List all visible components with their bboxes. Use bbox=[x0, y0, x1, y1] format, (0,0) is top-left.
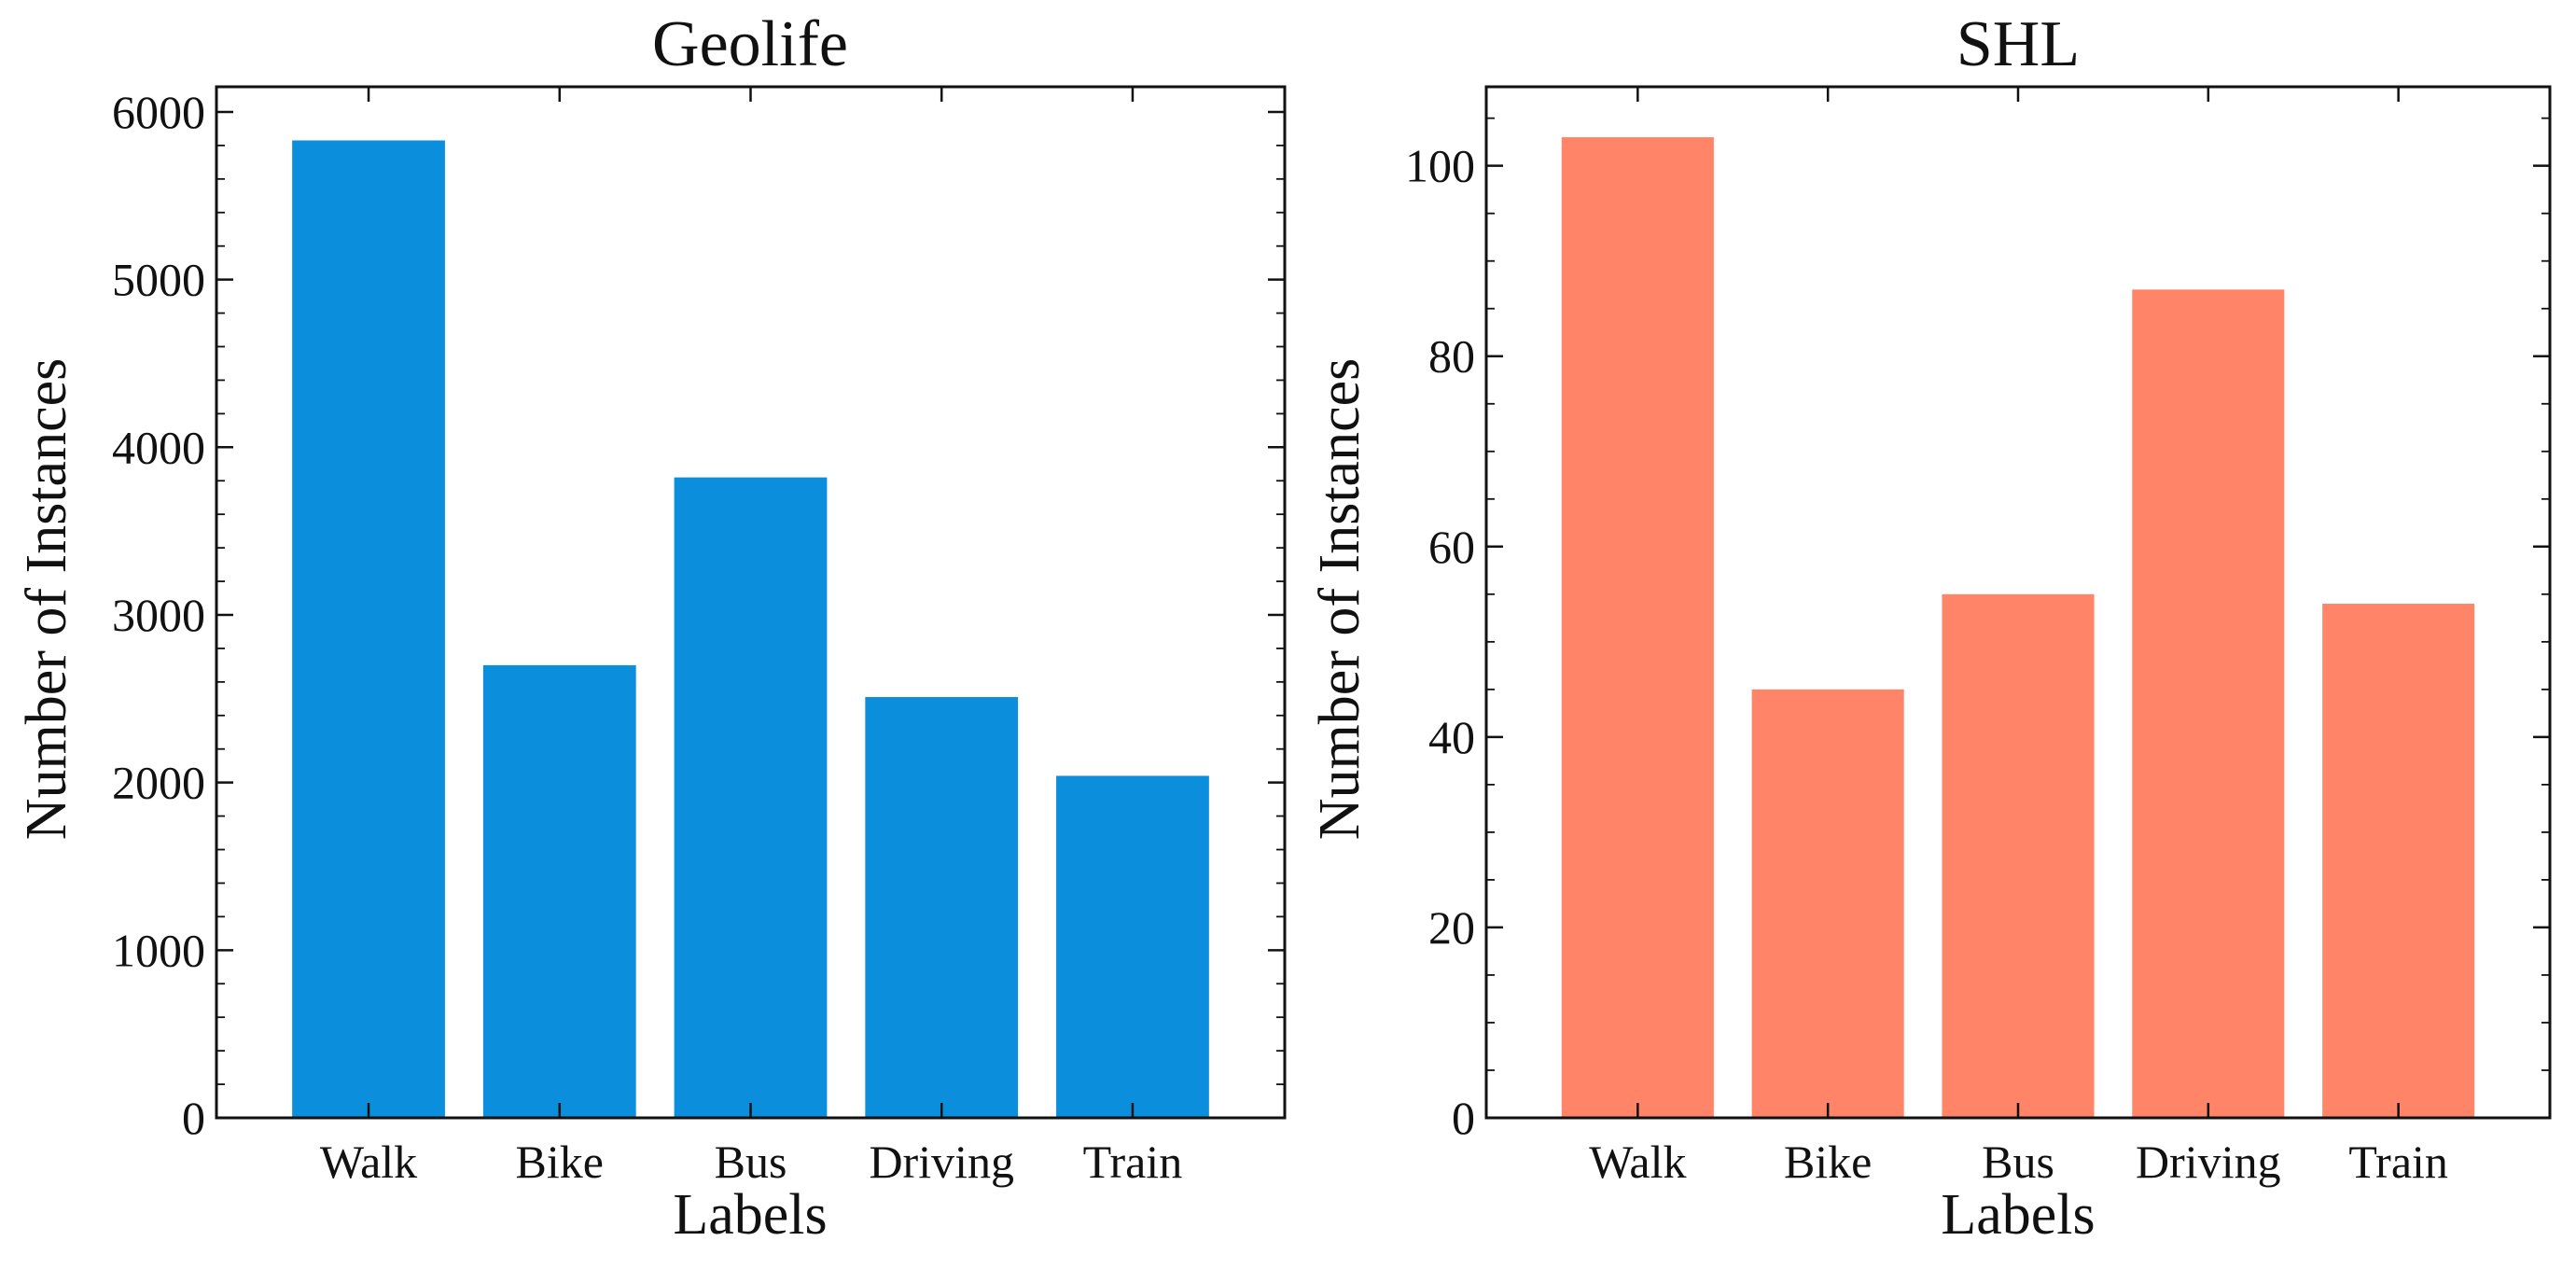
y-tick-label: 40 bbox=[1428, 711, 1475, 763]
x-axis-label: Labels bbox=[673, 1183, 827, 1247]
y-tick-label: 20 bbox=[1428, 901, 1475, 954]
y-axis-label: Number of Instances bbox=[1308, 358, 1372, 841]
bar-train bbox=[1056, 775, 1209, 1118]
y-tick-label: 0 bbox=[1452, 1092, 1475, 1144]
x-tick-label: Train bbox=[1083, 1136, 1183, 1188]
x-tick-label: Walk bbox=[320, 1136, 417, 1188]
bar-driving bbox=[865, 697, 1019, 1118]
x-tick-label: Driving bbox=[869, 1136, 1014, 1188]
x-tick-label: Bus bbox=[715, 1136, 787, 1188]
chart-shl: SHL Number of Instances Labels Walk Bike B… bbox=[1308, 8, 2552, 1247]
y-tick-label: 6000 bbox=[112, 86, 205, 138]
y-tick-label: 60 bbox=[1428, 521, 1475, 573]
y-tick-label: 80 bbox=[1428, 330, 1475, 383]
bar-train bbox=[2322, 604, 2475, 1118]
bar-walk bbox=[292, 140, 445, 1118]
bar-bike bbox=[1751, 689, 1904, 1118]
y-tick-label: 4000 bbox=[112, 421, 205, 473]
y-tick-label: 0 bbox=[182, 1092, 205, 1144]
x-tick-label: Driving bbox=[2136, 1136, 2281, 1188]
plot-frame bbox=[1484, 85, 2552, 1120]
chart-title: Geolife bbox=[652, 8, 848, 80]
ticks: Walk Bike Bus Driving Train 0 1000 2000 3000 4000… bbox=[112, 86, 1285, 1188]
chart-geolife: Geolife Number of Instances Labels Walk B… bbox=[15, 8, 1287, 1247]
y-tick-label: 100 bbox=[1405, 140, 1475, 192]
x-tick-label: Train bbox=[2348, 1136, 2448, 1188]
x-tick-label: Walk bbox=[1589, 1136, 1686, 1188]
bar-driving bbox=[2132, 289, 2285, 1118]
x-tick-label: Bus bbox=[1982, 1136, 2054, 1188]
bar-bus bbox=[674, 477, 828, 1118]
y-axis-label: Number of Instances bbox=[15, 358, 78, 841]
y-tick-label: 3000 bbox=[112, 589, 205, 641]
bars bbox=[292, 140, 1209, 1118]
ticks: Walk Bike Bus Driving Train 0 20 40 60 80 100 bbox=[1405, 87, 2550, 1188]
y-tick-label: 5000 bbox=[112, 254, 205, 306]
x-tick-label: Bike bbox=[1784, 1136, 1872, 1188]
y-tick-label: 1000 bbox=[112, 924, 205, 976]
x-tick-label: Bike bbox=[516, 1136, 604, 1188]
bar-walk bbox=[1561, 137, 1714, 1118]
x-axis-label: Labels bbox=[1941, 1183, 2095, 1247]
bars bbox=[1561, 137, 2475, 1118]
chart-title: SHL bbox=[1956, 8, 2080, 80]
y-tick-label: 2000 bbox=[112, 757, 205, 809]
bar-bus bbox=[1942, 593, 2095, 1118]
plot-frame bbox=[215, 85, 1287, 1120]
bar-bike bbox=[482, 664, 636, 1118]
